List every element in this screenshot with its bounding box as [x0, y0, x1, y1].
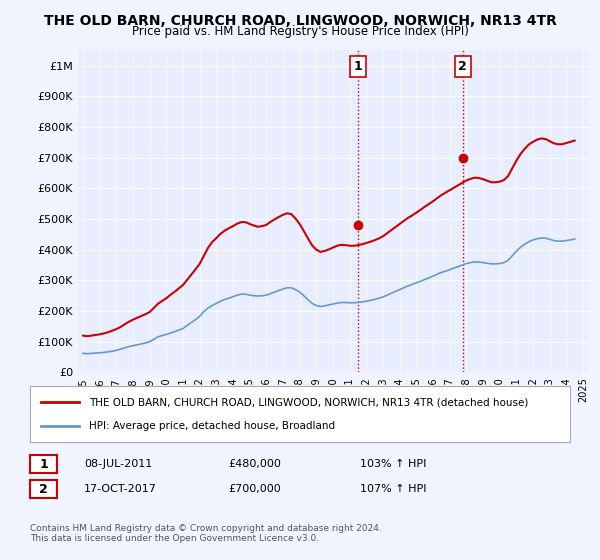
Text: 2: 2 [39, 483, 48, 496]
Text: 08-JUL-2011: 08-JUL-2011 [84, 459, 152, 469]
Text: £480,000: £480,000 [228, 459, 281, 469]
Text: £700,000: £700,000 [228, 484, 281, 494]
Text: 103% ↑ HPI: 103% ↑ HPI [360, 459, 427, 469]
Text: THE OLD BARN, CHURCH ROAD, LINGWOOD, NORWICH, NR13 4TR: THE OLD BARN, CHURCH ROAD, LINGWOOD, NOR… [44, 14, 556, 28]
Text: 2: 2 [458, 60, 467, 73]
Text: 107% ↑ HPI: 107% ↑ HPI [360, 484, 427, 494]
Text: Contains HM Land Registry data © Crown copyright and database right 2024.
This d: Contains HM Land Registry data © Crown c… [30, 524, 382, 543]
Text: Price paid vs. HM Land Registry's House Price Index (HPI): Price paid vs. HM Land Registry's House … [131, 25, 469, 38]
Text: THE OLD BARN, CHURCH ROAD, LINGWOOD, NORWICH, NR13 4TR (detached house): THE OLD BARN, CHURCH ROAD, LINGWOOD, NOR… [89, 397, 529, 407]
Text: HPI: Average price, detached house, Broadland: HPI: Average price, detached house, Broa… [89, 421, 335, 431]
Text: 1: 1 [39, 458, 48, 471]
Text: 1: 1 [354, 60, 363, 73]
Text: 17-OCT-2017: 17-OCT-2017 [84, 484, 157, 494]
